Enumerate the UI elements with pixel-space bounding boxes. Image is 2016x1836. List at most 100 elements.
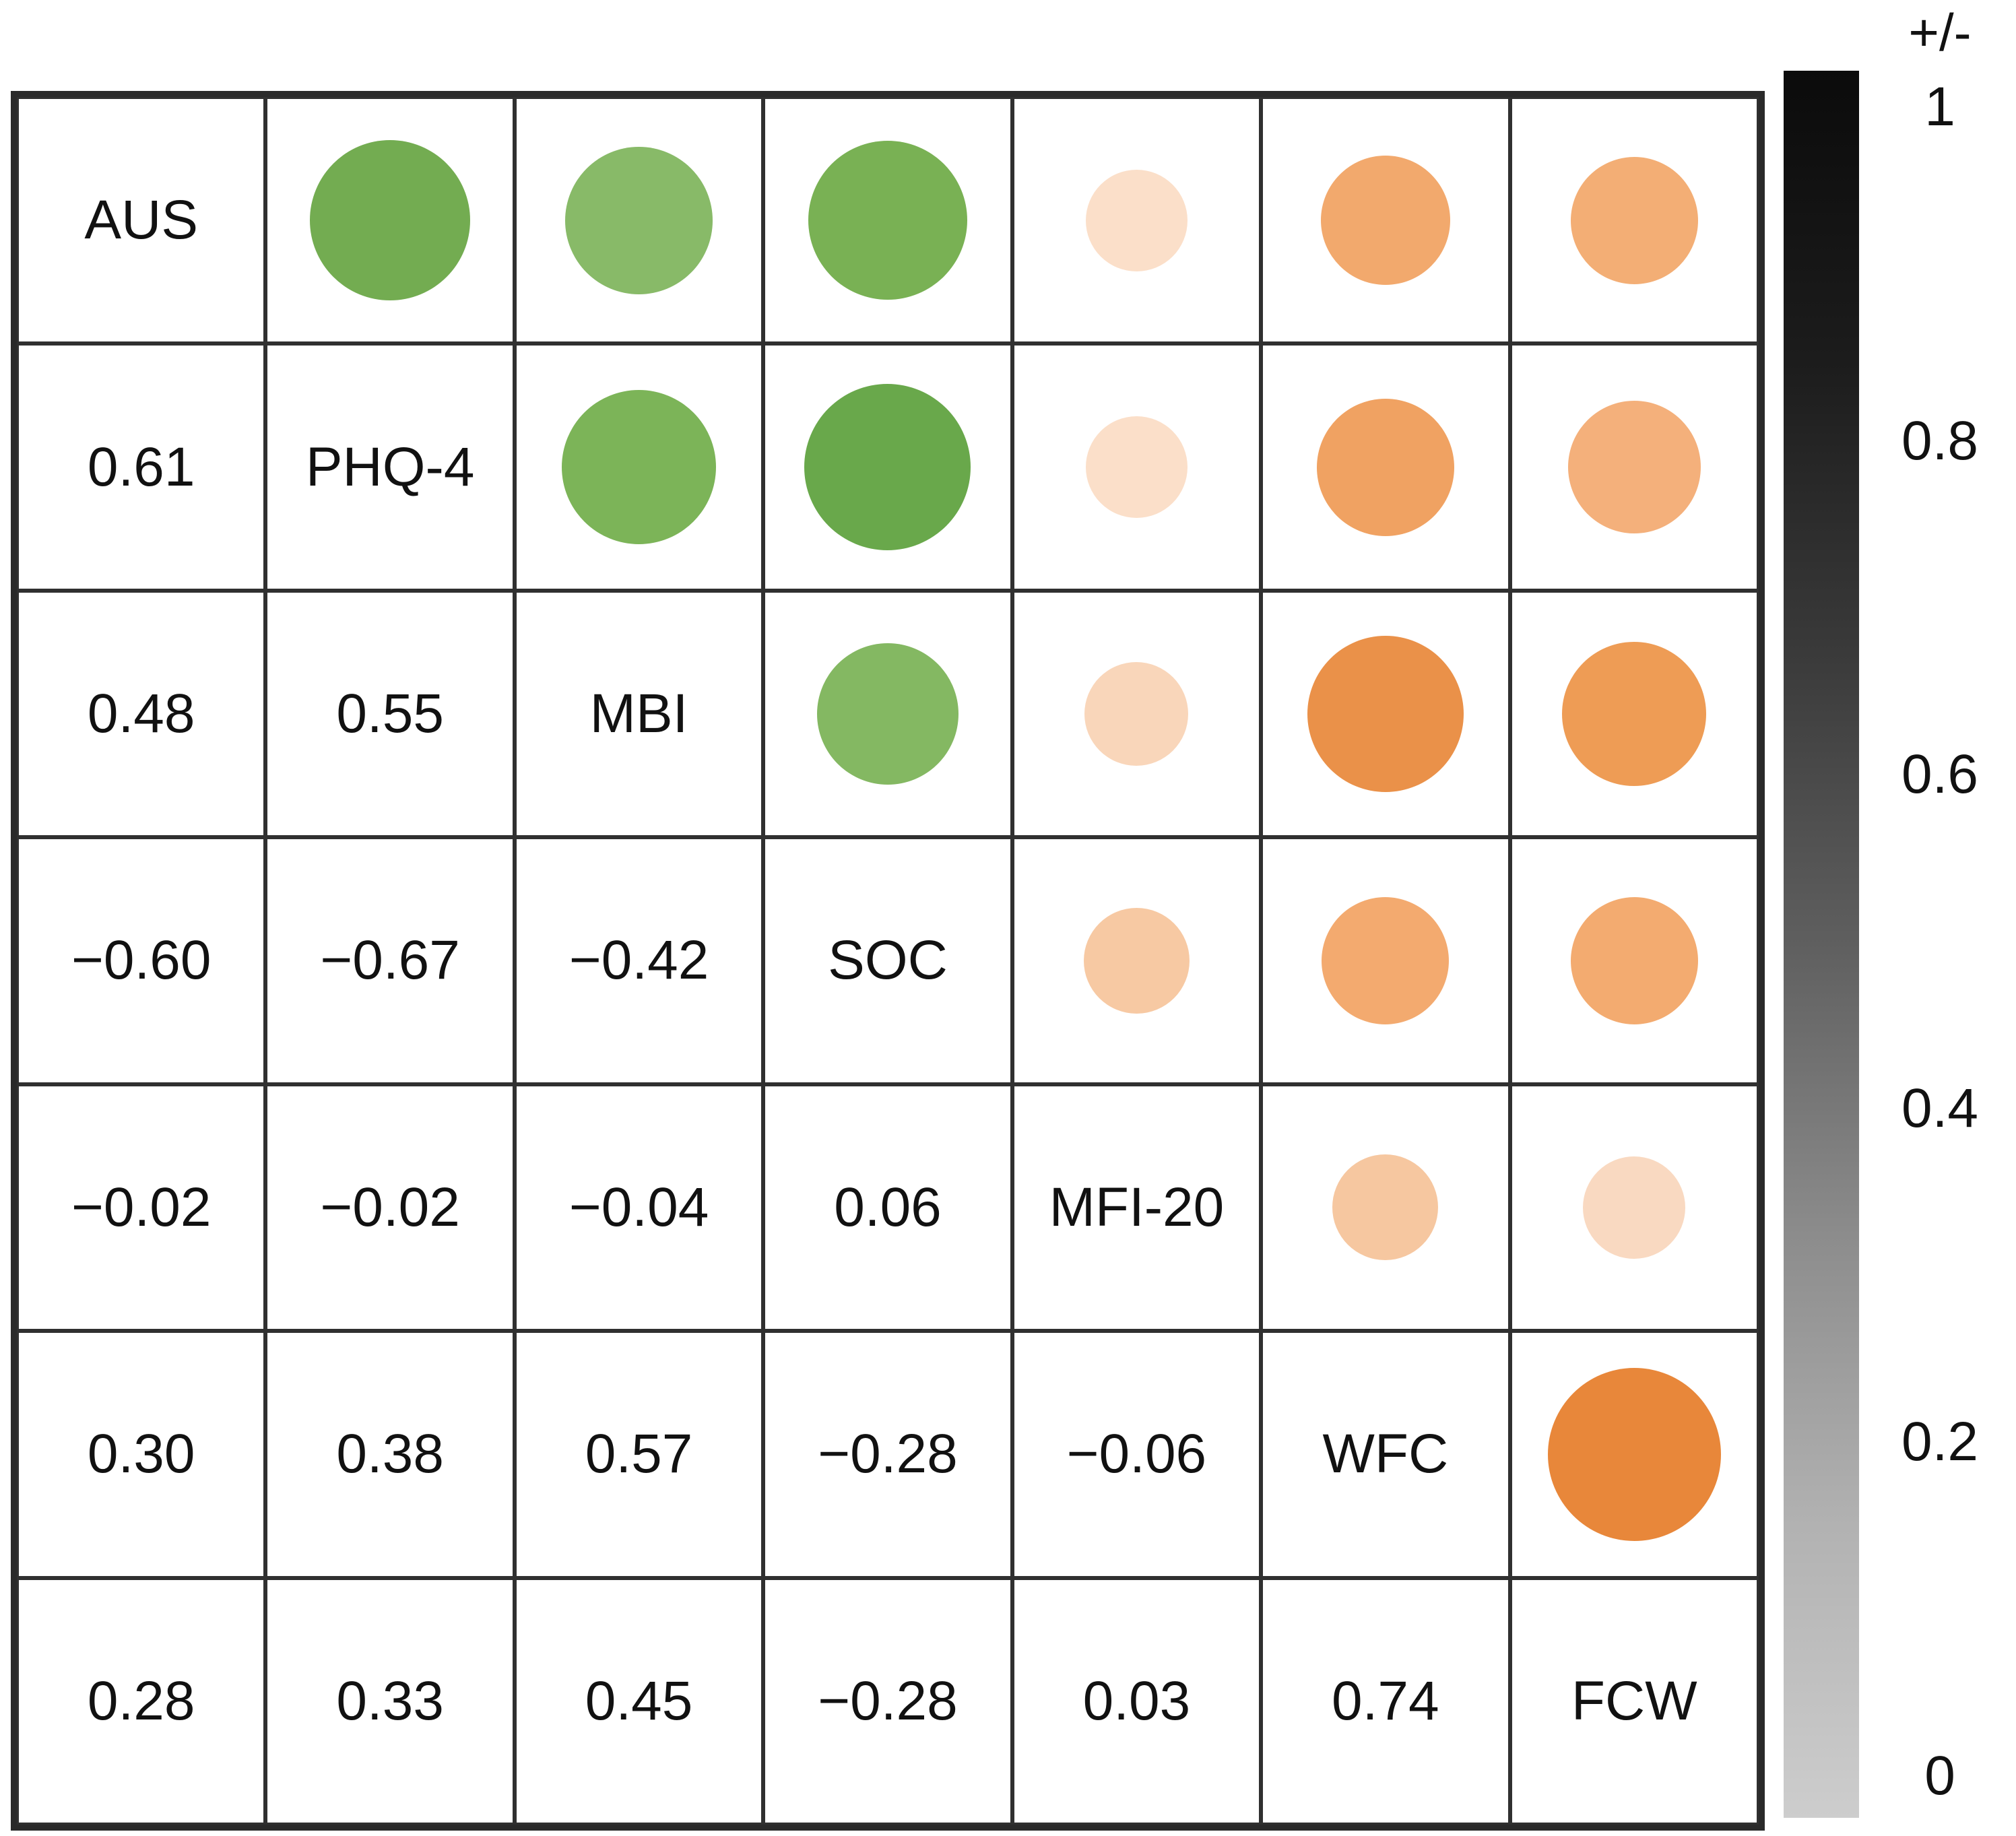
legend-tick-label: 0.4 [1901, 1077, 1978, 1139]
matrix-cell-value: −0.04 [514, 1084, 764, 1332]
correlation-value: 0.55 [336, 683, 444, 745]
correlation-value: −0.28 [818, 1423, 958, 1485]
matrix-cell-value: 0.28 [17, 1577, 266, 1825]
matrix-cell-value: −0.28 [763, 1577, 1012, 1825]
correlation-circle [565, 146, 713, 294]
variable-label: AUS [84, 189, 199, 251]
matrix-cell-diagonal: MFI-20 [1012, 1084, 1262, 1332]
correlation-circle [1316, 398, 1454, 536]
matrix-cell-diagonal: AUS [17, 97, 266, 344]
matrix-cell-diagonal: PHQ-4 [265, 343, 515, 591]
matrix-cell-value: 0.61 [17, 343, 266, 591]
legend-title: +/- [1908, 3, 1972, 62]
correlation-circle [562, 390, 717, 545]
matrix-cell-circle [763, 343, 1012, 591]
correlation-circle [1084, 662, 1189, 766]
variable-label: PHQ-4 [305, 436, 475, 498]
matrix-cell-circle [1509, 837, 1759, 1084]
correlation-circle [1322, 896, 1450, 1024]
matrix-cell-circle [1509, 590, 1759, 838]
matrix-cell-circle [1261, 1084, 1510, 1332]
variable-label: SOC [828, 929, 948, 991]
matrix-cell-circle [1012, 837, 1262, 1084]
matrix-cell-circle [1261, 837, 1510, 1084]
correlation-circle [1570, 896, 1698, 1024]
matrix-cell-circle [1509, 1084, 1759, 1332]
correlation-value: 0.33 [336, 1670, 444, 1732]
matrix-cell-value: 0.57 [514, 1331, 764, 1578]
matrix-cell-value: −0.02 [265, 1084, 515, 1332]
matrix-cell-value: −0.28 [763, 1331, 1012, 1578]
correlation-circle [1332, 1154, 1439, 1261]
correlation-circle [1570, 156, 1698, 284]
matrix-cell-value: 0.06 [763, 1084, 1012, 1332]
legend-tick-labels: 1 0.8 0.6 0.4 0.2 0 [1873, 79, 2007, 1804]
correlation-value: 0.74 [1332, 1670, 1439, 1732]
correlation-circle [310, 140, 471, 301]
matrix-cell-value: −0.60 [17, 837, 266, 1084]
correlation-value: 0.30 [87, 1423, 195, 1485]
correlation-value: 0.38 [336, 1423, 444, 1485]
correlation-circle [816, 643, 958, 785]
matrix-cell-value: 0.03 [1012, 1577, 1262, 1825]
variable-label: WFC [1322, 1423, 1449, 1485]
matrix-cell-circle [1509, 1331, 1759, 1578]
matrix-cell-value: 0.55 [265, 590, 515, 838]
matrix-cell-circle [763, 97, 1012, 344]
variable-label: MFI-20 [1049, 1176, 1225, 1238]
legend-gradient-bar [1784, 71, 1859, 1818]
correlation-circle [808, 141, 967, 300]
matrix-cell-value: −0.67 [265, 837, 515, 1084]
matrix-cell-diagonal: WFC [1261, 1331, 1510, 1578]
matrix-cell-circle [1261, 590, 1510, 838]
matrix-cell-diagonal: SOC [763, 837, 1012, 1084]
matrix-cell-circle [1509, 97, 1759, 344]
correlation-value: 0.45 [585, 1670, 693, 1732]
matrix-cell-value: −0.06 [1012, 1331, 1262, 1578]
correlation-value: −0.42 [568, 929, 709, 991]
correlation-circle [1562, 642, 1707, 787]
correlation-value: −0.04 [568, 1176, 709, 1238]
correlation-value: 0.28 [87, 1670, 195, 1732]
matrix-cell-circle [1012, 590, 1262, 838]
correlation-value: 0.48 [87, 683, 195, 745]
matrix-cell-value: 0.30 [17, 1331, 266, 1578]
correlation-value: 0.57 [585, 1423, 693, 1485]
correlation-value: −0.06 [1066, 1423, 1207, 1485]
correlation-matrix-grid: AUS 0.61 PHQ-4 0.48 0.55 [11, 91, 1765, 1831]
matrix-cell-circle [1509, 343, 1759, 591]
matrix-cell-value: −0.02 [17, 1084, 266, 1332]
matrix-cell-circle [1261, 343, 1510, 591]
correlation-value: 0.61 [87, 436, 195, 498]
correlation-value: −0.67 [320, 929, 460, 991]
correlation-circle [1085, 416, 1188, 519]
matrix-cell-value: 0.48 [17, 590, 266, 838]
matrix-cell-circle [265, 97, 515, 344]
variable-label: FCW [1571, 1670, 1697, 1732]
correlation-value: 0.03 [1082, 1670, 1191, 1732]
matrix-cell-circle [514, 97, 764, 344]
matrix-cell-diagonal: MBI [514, 590, 764, 838]
matrix-cell-value: 0.38 [265, 1331, 515, 1578]
variable-label: MBI [589, 683, 688, 745]
correlation-circle [1583, 1156, 1686, 1259]
matrix-cell-circle [514, 343, 764, 591]
correlation-circle [1083, 907, 1190, 1014]
correlation-value: −0.02 [320, 1176, 460, 1238]
correlation-value: 0.06 [834, 1176, 942, 1238]
matrix-cell-value: 0.33 [265, 1577, 515, 1825]
matrix-cell-value: 0.74 [1261, 1577, 1510, 1825]
correlation-value: −0.60 [71, 929, 212, 991]
correlation-circle [1307, 636, 1464, 793]
matrix-cell-circle [763, 590, 1012, 838]
matrix-cell-circle [1261, 97, 1510, 344]
legend-tick-label: 0 [1924, 1744, 1955, 1806]
correlation-circle [1567, 401, 1701, 534]
correlation-circle [1085, 169, 1188, 271]
matrix-cell-circle [1012, 97, 1262, 344]
legend-tick-label: 0.2 [1901, 1411, 1978, 1473]
matrix-cell-circle [1012, 343, 1262, 591]
correlation-value: −0.28 [818, 1670, 958, 1732]
matrix-cell-value: −0.42 [514, 837, 764, 1084]
matrix-cell-value: 0.45 [514, 1577, 764, 1825]
